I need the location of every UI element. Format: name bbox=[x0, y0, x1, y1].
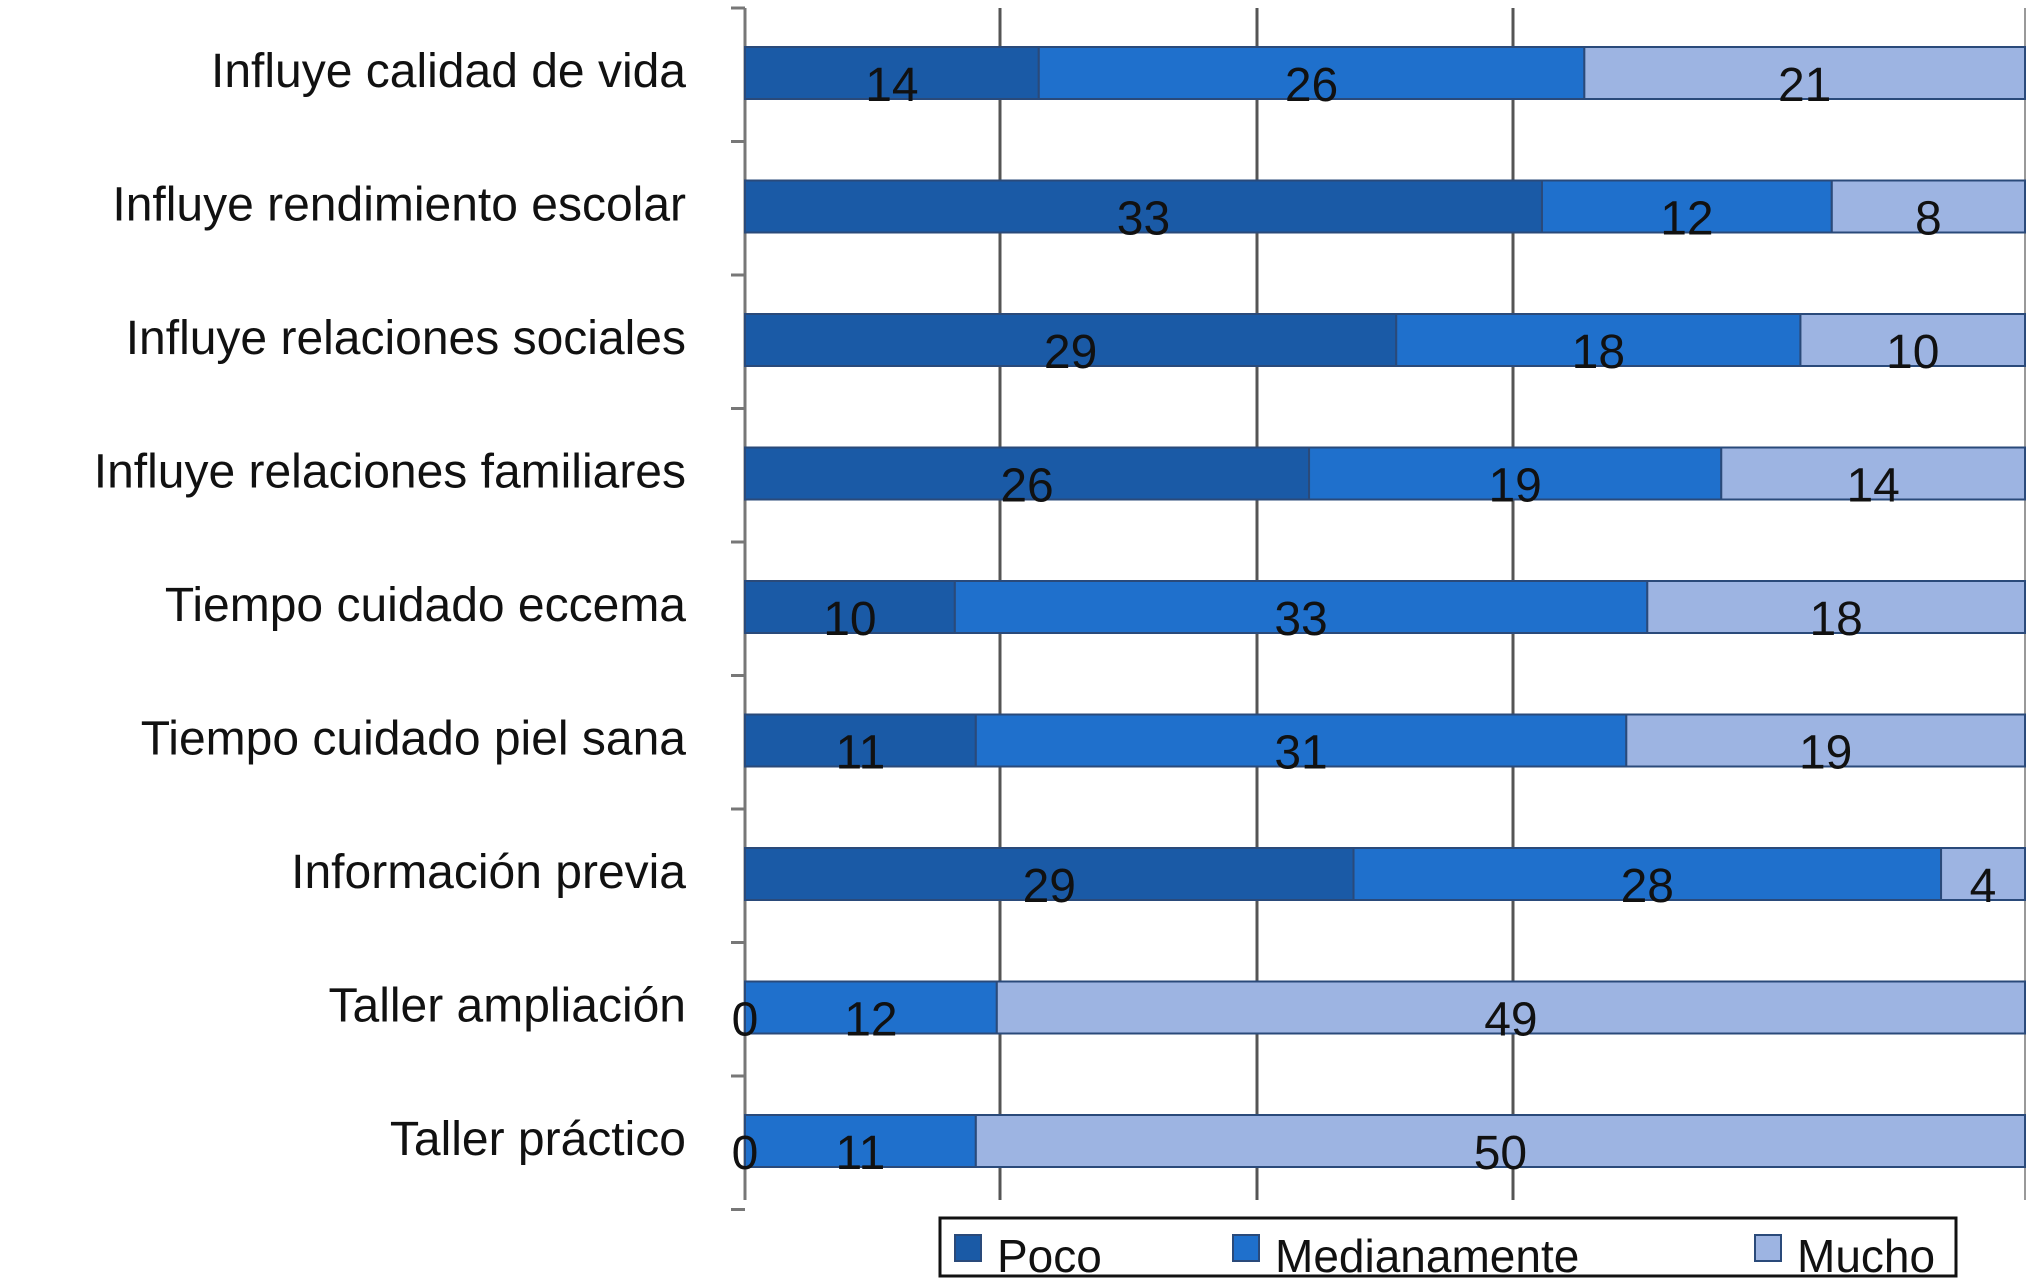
value-label: 18 bbox=[1572, 326, 1625, 379]
bar-segment-poco bbox=[744, 46, 1040, 100]
bars bbox=[744, 46, 2027, 1168]
value-label: 10 bbox=[1886, 326, 1939, 379]
category-label: Tiempo cuidado piel sana bbox=[141, 713, 687, 766]
legend: Poco Medianamente Mucho bbox=[938, 1216, 1958, 1281]
category-label: Información previa bbox=[291, 846, 686, 899]
value-label: 11 bbox=[835, 1127, 885, 1180]
value-label: 12 bbox=[844, 994, 897, 1047]
value-label: 21 bbox=[1778, 59, 1831, 112]
value-label: 14 bbox=[865, 59, 918, 112]
bar-segment-medianamente bbox=[953, 580, 1649, 634]
bar-segment-mucho bbox=[1583, 46, 2026, 100]
bar-segment-mucho bbox=[1830, 179, 2027, 234]
value-label: 26 bbox=[1285, 59, 1338, 112]
legend-label-poco: Poco bbox=[997, 1230, 1102, 1281]
legend-label-mucho: Mucho bbox=[1797, 1230, 1935, 1281]
legend-label-medianamente: Medianamente bbox=[1275, 1230, 1579, 1281]
bar-segment-medianamente bbox=[1308, 446, 1723, 501]
bar-segment-poco bbox=[744, 179, 1543, 234]
category-label: Influye relaciones familiares bbox=[94, 446, 686, 499]
category-label: Taller práctico bbox=[390, 1113, 686, 1166]
value-label: 4 bbox=[1970, 860, 1997, 913]
value-label: 12 bbox=[1660, 193, 1713, 246]
bar-segment-poco bbox=[744, 313, 1398, 367]
value-label: 50 bbox=[1474, 1127, 1527, 1180]
bar-segment-mucho bbox=[1720, 446, 2027, 501]
value-label: 29 bbox=[1023, 860, 1076, 913]
value-label: 14 bbox=[1846, 460, 1899, 513]
legend-box bbox=[938, 1216, 1958, 1278]
legend-swatch-poco bbox=[954, 1234, 982, 1262]
category-label: Influye relaciones sociales bbox=[126, 312, 686, 365]
value-label: 28 bbox=[1621, 860, 1674, 913]
value-label: 19 bbox=[1799, 727, 1852, 780]
bar-segment-mucho bbox=[995, 980, 2027, 1035]
bar-segment-poco bbox=[744, 847, 1355, 901]
bar-segment-mucho bbox=[1646, 580, 2026, 634]
category-label: Influye rendimiento escolar bbox=[112, 179, 686, 232]
value-label: 0 bbox=[732, 994, 759, 1047]
bar-segment-mucho bbox=[974, 1114, 2026, 1168]
value-label: 10 bbox=[823, 593, 876, 646]
bar-segment-mucho bbox=[1625, 713, 2027, 768]
value-label: 31 bbox=[1274, 727, 1327, 780]
value-labels: 14 26 21 33 12 8 29 18 10 26 19 14 10 33 18 11 31 19 29 28 4… bbox=[732, 59, 1997, 1180]
category-labels: Influye calidad de vida Influye rendimien… bbox=[94, 45, 687, 1166]
bar-segment-medianamente bbox=[744, 1114, 977, 1168]
value-label: 11 bbox=[835, 727, 885, 780]
value-label: 0 bbox=[732, 1127, 759, 1180]
value-label: 8 bbox=[1915, 193, 1942, 246]
bar-segment-mucho bbox=[1940, 847, 2026, 901]
value-label: 26 bbox=[1000, 460, 1053, 513]
category-label: Influye calidad de vida bbox=[211, 45, 686, 98]
legend-swatch-mucho bbox=[1754, 1234, 1782, 1262]
value-label: 29 bbox=[1044, 326, 1097, 379]
value-label: 18 bbox=[1809, 593, 1862, 646]
value-label: 19 bbox=[1488, 460, 1541, 513]
bar-segment-medianamente bbox=[1395, 313, 1802, 367]
bar-segment-mucho bbox=[1799, 313, 2026, 367]
value-label: 49 bbox=[1484, 994, 1537, 1047]
legend-swatch-medianamente bbox=[1232, 1234, 1260, 1262]
value-label: 33 bbox=[1117, 193, 1170, 246]
bar-segment-medianamente bbox=[1352, 847, 1943, 901]
value-label: 33 bbox=[1274, 593, 1327, 646]
category-label: Tiempo cuidado eccema bbox=[165, 579, 686, 632]
bar-segment-poco bbox=[744, 580, 956, 634]
bar-segment-medianamente bbox=[1540, 179, 1833, 234]
category-label: Taller ampliación bbox=[329, 980, 687, 1033]
bar-segment-medianamente bbox=[974, 713, 1628, 768]
